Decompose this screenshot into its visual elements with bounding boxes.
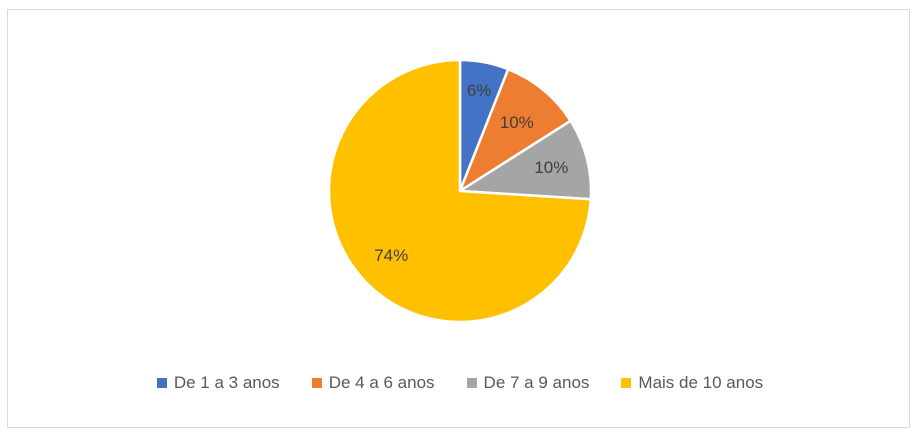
legend-item-1-3: De 1 a 3 anos	[156, 373, 280, 393]
legend-label-7-9: De 7 a 9 anos	[483, 373, 590, 392]
legend-item-10-plus: Mais de 10 anos	[621, 373, 763, 393]
legend-label-10-plus: Mais de 10 anos	[638, 373, 764, 392]
data-label-10-plus: 74%	[374, 246, 408, 265]
legend-swatch-10-plus	[621, 378, 632, 388]
pie-data-labels: 6% 10% 10% 74%	[374, 81, 568, 265]
legend-item-4-6: De 4 a 6 anos	[311, 373, 435, 393]
pie-slice-7-9	[458, 119, 593, 201]
data-label-7-9: 10%	[534, 158, 568, 177]
legend-label-4-6: De 4 a 6 anos	[328, 373, 435, 392]
legend-swatch-7-9	[466, 378, 477, 388]
legend-label-1-3: De 1 a 3 anos	[173, 373, 280, 392]
legend-swatch-1-3	[156, 378, 167, 388]
legend-item-7-9: De 7 a 9 anos	[466, 373, 590, 393]
legend-swatch-4-6	[311, 378, 322, 388]
pie-slices	[327, 58, 593, 324]
data-label-1-3: 6%	[467, 81, 492, 100]
data-label-4-6: 10%	[500, 113, 534, 132]
chart-legend: De 1 a 3 anos De 4 a 6 anos De 7 a 9 anos M…	[0, 373, 920, 393]
pie-slice-10-plus	[327, 58, 592, 324]
pie-slice-4-6	[458, 67, 572, 193]
